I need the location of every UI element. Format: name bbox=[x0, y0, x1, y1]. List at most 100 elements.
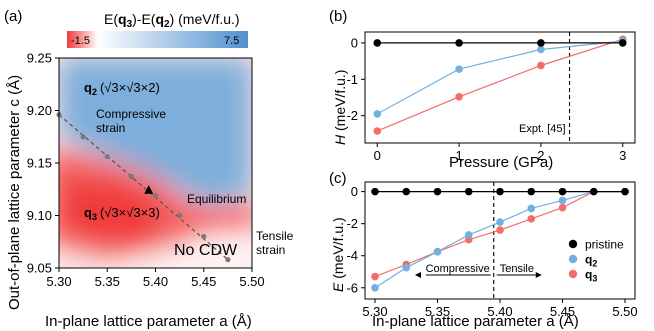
expt-reference-label: Expt. [45] bbox=[519, 123, 565, 135]
colorbar-label: E(q3)-E(q2) (meV/f.u.) bbox=[104, 11, 240, 30]
plot-c: Compressive Tensile bbox=[371, 182, 629, 299]
colorbar-min-label: -1.5 bbox=[71, 35, 90, 47]
y-tick-label: -1 bbox=[346, 72, 358, 87]
x-tick-label-a: 5.35 bbox=[95, 274, 120, 289]
strain-point bbox=[225, 257, 231, 263]
y-tick-label-a: 9.15 bbox=[27, 156, 52, 171]
panel-label-c: (c) bbox=[329, 170, 347, 187]
x-tick-label: 1 bbox=[455, 148, 462, 163]
x-axis-title-c: In-plane lattice parameter a (Å) bbox=[372, 313, 579, 330]
point-q2 bbox=[433, 247, 442, 256]
point-q3 bbox=[455, 92, 463, 101]
point-pristine bbox=[402, 187, 411, 196]
point-q2 bbox=[455, 65, 463, 73]
q2-annotation: q2 (√3×√3×2) bbox=[84, 80, 160, 97]
point-q2 bbox=[402, 263, 411, 272]
legend-marker-q2 bbox=[568, 254, 578, 264]
legend-label-pristine: pristine bbox=[585, 238, 624, 252]
x-tick-label-a: 5.40 bbox=[143, 274, 168, 289]
y-axis-title-a: Out-of-plane lattice parameter c (Å) bbox=[6, 75, 23, 310]
point-pristine bbox=[618, 39, 627, 47]
strain-path-line bbox=[58, 114, 229, 261]
x-tick-label: 0 bbox=[374, 148, 381, 163]
point-pristine bbox=[433, 187, 442, 196]
y-tick-label: 0 bbox=[351, 35, 358, 50]
x-tick-label: 5.40 bbox=[487, 304, 512, 319]
legend-label-q2: q2 bbox=[585, 253, 597, 269]
strain-point bbox=[177, 212, 183, 219]
y-tick-label: -2 bbox=[346, 108, 358, 123]
colorbar bbox=[67, 31, 248, 48]
point-pristine bbox=[537, 39, 545, 47]
x-tick-label-a: 5.45 bbox=[191, 274, 216, 289]
x-tick-label: 3 bbox=[619, 148, 626, 163]
y-tick-label: -2 bbox=[346, 216, 358, 231]
panel-label-a: (a) bbox=[4, 8, 22, 25]
legend-marker-q3 bbox=[568, 269, 578, 279]
point-pristine bbox=[621, 187, 629, 196]
point-q2 bbox=[537, 45, 545, 54]
strain-point bbox=[80, 134, 86, 140]
point-pristine bbox=[527, 187, 536, 196]
point-q3 bbox=[371, 272, 379, 281]
y-tick-label: -6 bbox=[346, 280, 358, 295]
y-tick-label: -4 bbox=[346, 248, 358, 263]
point-pristine bbox=[455, 39, 463, 47]
point-pristine bbox=[589, 187, 598, 196]
axes-b: 0 1 2 3 0 -1 -2 bbox=[346, 35, 626, 163]
point-q3 bbox=[537, 61, 545, 70]
tensile-label: Tensile bbox=[500, 263, 534, 275]
compressive-strain-label: Compressive strain bbox=[96, 107, 166, 135]
point-pristine bbox=[371, 187, 379, 196]
point-q3 bbox=[558, 203, 567, 212]
no-cdw-label: No CDW bbox=[174, 242, 238, 259]
strain-point bbox=[128, 174, 134, 180]
point-q2 bbox=[558, 196, 567, 205]
panel-label-b: (b) bbox=[329, 8, 347, 25]
heatmap bbox=[59, 58, 252, 268]
y-tick-label-a: 9.20 bbox=[27, 103, 52, 118]
y-axis-title-c: E (meV/f.u.) bbox=[330, 217, 346, 292]
point-pristine bbox=[373, 39, 382, 47]
series-line-q3 bbox=[377, 38, 623, 132]
x-axis-title-b: Pressure (GPa) bbox=[449, 154, 553, 171]
x-tick-label: 5.30 bbox=[362, 304, 387, 319]
y-tick-label: 0 bbox=[351, 184, 358, 199]
equilibrium-label: Equilibrium bbox=[187, 192, 246, 206]
compressive-label: Compressive bbox=[426, 263, 490, 275]
axes-c: 5.30 5.35 5.40 5.45 5.50 0 -2 -4 -6 bbox=[346, 184, 637, 319]
x-tick-label: 2 bbox=[537, 148, 544, 163]
x-tick-label-a: 5.50 bbox=[239, 274, 264, 289]
tensile-arrowhead bbox=[535, 272, 542, 278]
strain-point bbox=[104, 154, 110, 160]
panel-b: 0 1 2 3 0 -1 -2 Expt. [45] Pressure (GPa) H (m… bbox=[332, 31, 636, 171]
compressive-arrowhead bbox=[415, 272, 421, 278]
axes-a: 5.30 5.35 5.40 5.45 5.50 9.05 9.10 9.15 9.20 9.25 bbox=[27, 51, 265, 290]
point-pristine bbox=[496, 187, 504, 196]
strain-path bbox=[56, 112, 231, 263]
colorbar-max-label: 7.5 bbox=[224, 35, 239, 47]
point-q3 bbox=[527, 215, 536, 223]
point-q2 bbox=[527, 204, 536, 213]
y-tick-label-a: 9.10 bbox=[27, 208, 52, 223]
tensile-strain-label: Tensile strain bbox=[256, 229, 294, 257]
x-axis-title-a: In-plane lattice parameter a (Å) bbox=[45, 313, 252, 330]
x-tick-label: 5.45 bbox=[550, 304, 575, 319]
y-axis-title-b: H (meV/f.u.) bbox=[332, 70, 348, 145]
point-q2 bbox=[464, 231, 473, 239]
equilibrium-marker bbox=[144, 185, 154, 194]
plot-frame-b bbox=[364, 31, 636, 144]
x-tick-label: 5.50 bbox=[612, 304, 637, 319]
plot-b: Expt. [45] bbox=[373, 32, 627, 143]
strain-point bbox=[152, 192, 159, 199]
point-pristine bbox=[464, 187, 473, 196]
panel-a: E(q3)-E(q2) (meV/f.u.) -1.5 7.5 5.30 5.35… bbox=[6, 11, 294, 330]
point-q2 bbox=[496, 218, 504, 226]
point-q3 bbox=[373, 127, 382, 135]
x-tick-label-a: 5.30 bbox=[46, 274, 71, 289]
point-q2 bbox=[373, 110, 382, 118]
point-q3 bbox=[496, 226, 504, 234]
point-pristine bbox=[558, 187, 567, 196]
series-line-q2 bbox=[377, 40, 623, 115]
